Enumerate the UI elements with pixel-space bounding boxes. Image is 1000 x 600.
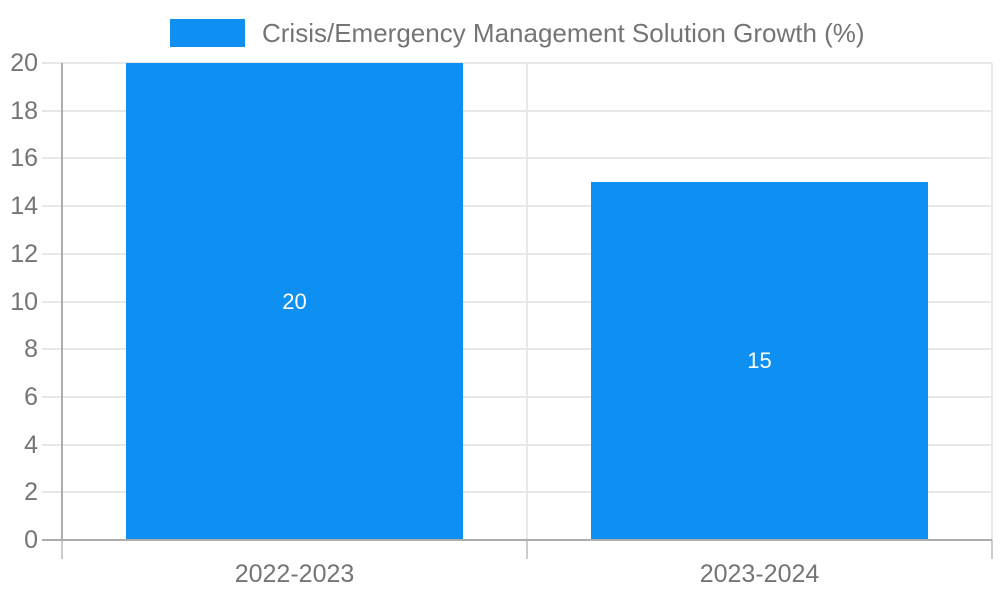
y-axis-tick-label: 12 (10, 240, 38, 268)
gridline (42, 444, 992, 446)
y-axis-tick-label: 10 (10, 288, 38, 316)
gridline (42, 62, 992, 64)
gridline (42, 110, 992, 112)
y-axis-tick-label: 0 (24, 526, 38, 554)
y-axis-tick-label: 6 (24, 383, 38, 411)
gridline (42, 301, 992, 303)
bar: 20 (126, 63, 463, 540)
y-axis-tick-label: 4 (24, 431, 38, 459)
x-axis-line (42, 539, 992, 541)
gridline (42, 396, 992, 398)
gridline (42, 491, 992, 493)
gridline (42, 253, 992, 255)
legend-swatch (170, 19, 245, 47)
bar: 15 (591, 182, 928, 540)
gridline (42, 348, 992, 350)
x-axis-tick-mark (61, 540, 63, 559)
gridline (42, 157, 992, 159)
category-boundary-gridline (991, 63, 993, 540)
legend-label: Crisis/Emergency Management Solution Gro… (262, 18, 865, 48)
gridline (42, 205, 992, 207)
y-axis-tick-label: 14 (10, 192, 38, 220)
y-axis-tick-label: 8 (24, 335, 38, 363)
y-axis-tick-label: 16 (10, 144, 38, 172)
y-axis-tick-label: 2 (24, 478, 38, 506)
y-axis-tick-label: 20 (10, 49, 38, 77)
y-axis-line (61, 63, 63, 540)
y-axis-tick-label: 18 (10, 97, 38, 125)
category-boundary-gridline (526, 63, 528, 540)
x-axis-tick-label: 2023-2024 (699, 560, 820, 588)
x-axis-tick-mark (526, 540, 528, 559)
legend: Crisis/Emergency Management Solution Gro… (170, 19, 865, 47)
bar-value-label: 20 (282, 288, 307, 314)
x-axis-tick-label: 2022-2023 (234, 560, 355, 588)
bar-value-label: 15 (747, 348, 772, 373)
x-axis-tick-mark (991, 540, 993, 559)
